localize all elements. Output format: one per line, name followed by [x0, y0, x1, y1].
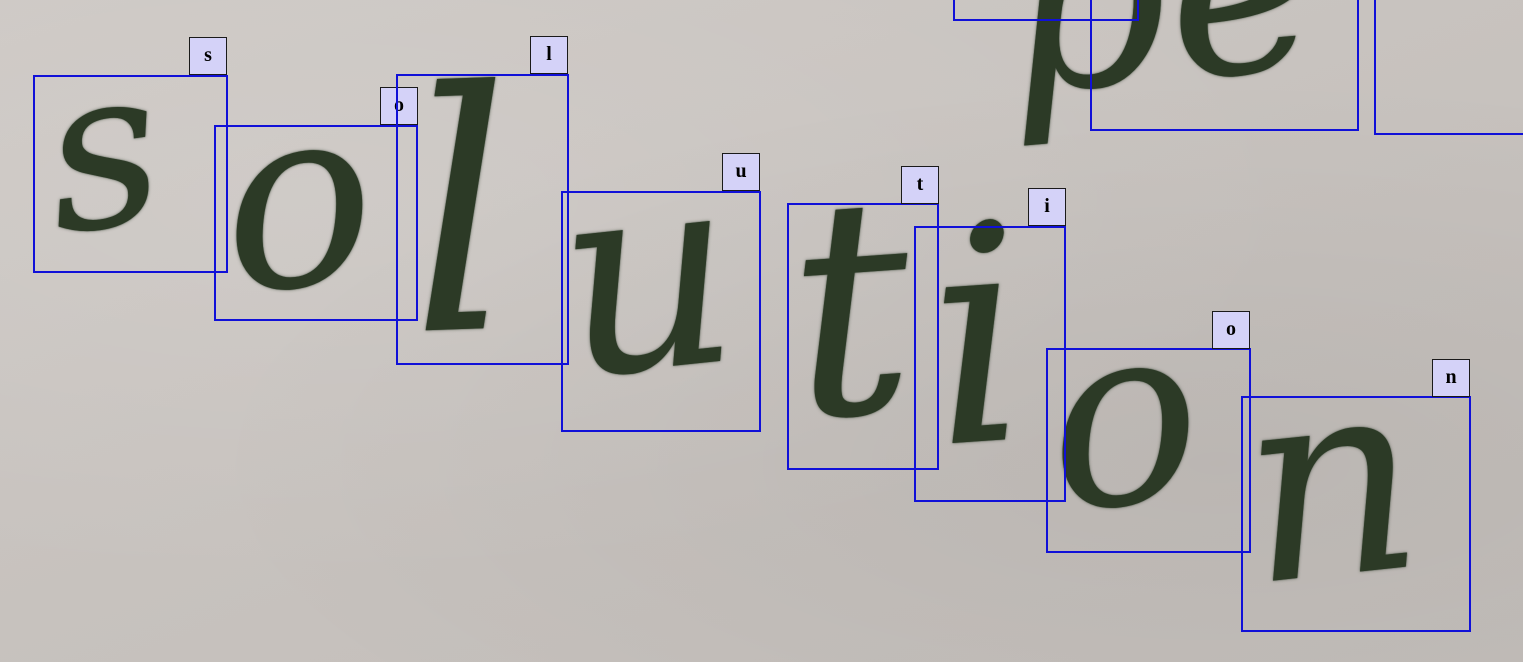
bbox-label-n: n	[1432, 359, 1470, 397]
bbox-label-u: u	[722, 153, 760, 191]
bbox-partial-1	[953, 0, 1139, 21]
bbox-n	[1241, 396, 1471, 632]
bbox-label-o-2: o	[1212, 311, 1250, 349]
bbox-partial-3	[1374, 0, 1523, 135]
bbox-o-2	[1046, 348, 1251, 553]
bbox-i	[914, 226, 1066, 502]
bbox-l	[396, 74, 569, 365]
bbox-partial-2	[1090, 0, 1359, 131]
bbox-s	[33, 75, 228, 273]
bbox-u	[561, 191, 761, 432]
bbox-label-o-1: o	[380, 87, 418, 125]
bbox-label-l: l	[530, 36, 568, 74]
bbox-label-i: i	[1028, 188, 1066, 226]
bbox-t	[787, 203, 939, 470]
bbox-o-1	[214, 125, 418, 321]
bbox-label-t: t	[901, 166, 939, 204]
bbox-label-s: s	[189, 37, 227, 75]
